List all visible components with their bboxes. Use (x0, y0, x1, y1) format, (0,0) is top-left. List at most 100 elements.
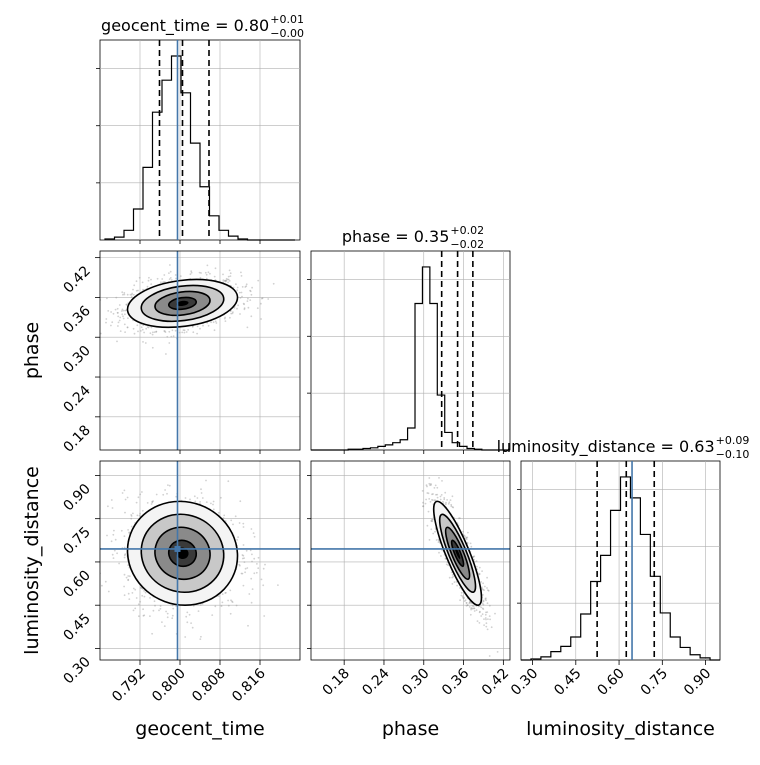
scatter-point (422, 505, 425, 508)
scatter-point (193, 495, 196, 498)
scatter-point (481, 586, 483, 589)
scatter-point (227, 604, 230, 607)
scatter-point (435, 493, 437, 496)
scatter-point (125, 303, 128, 306)
hist-panel-phase: phase = 0.35 +0.02−0.02 (307, 224, 511, 451)
scatter-point (456, 584, 458, 587)
scatter-point (213, 329, 216, 332)
scatter-point (447, 502, 450, 505)
x-tick-label: 0.30 (508, 666, 541, 699)
scatter-point (135, 597, 138, 599)
scatter-point (264, 563, 266, 566)
scatter-point (132, 288, 134, 291)
scatter-point (427, 492, 430, 495)
scatter-point (132, 587, 135, 590)
scatter-point (141, 491, 143, 493)
contour-line (126, 278, 239, 329)
scatter-point (236, 289, 239, 292)
y-axis-luminosity_distance: 0.30 0.45 0.60 0.75 0.90 luminosity_distance (21, 466, 311, 687)
y-tick-label: 0.60 (60, 567, 93, 600)
scatter-point (439, 498, 442, 501)
scatter-point (466, 604, 469, 607)
scatter-point (243, 308, 246, 311)
scatter-point (463, 600, 466, 602)
hist-frame (99, 39, 301, 241)
scatter-point (187, 329, 190, 331)
scatter-point (160, 281, 162, 284)
scatter-point (485, 622, 488, 625)
scatter-point (468, 601, 471, 603)
scatter-point (127, 579, 130, 582)
scatter-point (222, 273, 224, 276)
y-tick-label: 0.18 (60, 422, 93, 455)
scatter-point (451, 574, 454, 576)
scatter-point (272, 282, 275, 285)
scatter-point (473, 607, 475, 610)
scatter-point (123, 556, 126, 559)
scatter-point (178, 331, 181, 334)
scatter-point (123, 594, 126, 597)
scatter-point (236, 307, 238, 310)
scatter-point (171, 617, 174, 620)
scatter-point (425, 498, 427, 501)
scatter-point (130, 515, 133, 517)
scatter-point (461, 595, 464, 598)
scatter-point (250, 601, 253, 604)
scatter-point (144, 591, 147, 594)
scatter-point (126, 293, 129, 296)
scatter-point (120, 529, 123, 532)
scatter-point (150, 503, 153, 505)
scatter-point (143, 590, 146, 592)
scatter-point (175, 605, 178, 608)
scatter-point (231, 312, 234, 315)
scatter-point (256, 563, 258, 565)
scatter-point (435, 539, 438, 541)
scatter-point (163, 625, 166, 627)
scatter-point (192, 455, 194, 457)
scatter-point (250, 528, 253, 530)
scatter-point (168, 484, 171, 487)
scatter-point (482, 600, 485, 603)
scatter-point (486, 602, 489, 605)
scatter-point (212, 500, 215, 503)
scatter-point (486, 587, 488, 589)
scatter-point (110, 540, 113, 543)
scatter-point (462, 597, 465, 600)
scatter-point (182, 329, 185, 331)
scatter-point (185, 331, 188, 333)
scatter-point (429, 500, 432, 503)
scatter-point (466, 541, 469, 544)
scatter-point (158, 609, 160, 612)
scatter-point (472, 555, 475, 558)
scatter-point (486, 576, 488, 579)
scatter-point (465, 602, 468, 604)
scatter-point (223, 279, 226, 282)
scatter-point (448, 576, 451, 579)
scatter-point (155, 331, 158, 333)
scatter-point (116, 307, 119, 310)
scatter-point (242, 554, 245, 557)
scatter-point (141, 281, 144, 284)
scatter-point (473, 607, 476, 610)
scatter-point (125, 303, 128, 306)
y-tick-label: 0.30 (60, 654, 93, 687)
scatter-point (229, 272, 232, 275)
scatter-point (199, 604, 202, 606)
scatter-panel-geocent_time-luminosity_distance (99, 455, 301, 661)
scatter-panel-geocent_time-phase (99, 250, 301, 451)
hist-title-plus: +0.02 (450, 224, 484, 237)
scatter-point (464, 599, 467, 602)
scatter-point (484, 617, 487, 619)
y-tick-label: 0.45 (60, 611, 93, 644)
scatter-point (482, 582, 484, 585)
scatter-point (487, 589, 490, 592)
truth-marker (174, 545, 181, 552)
scatter-point (153, 600, 156, 603)
hist-title-minus: −0.10 (716, 448, 750, 461)
scatter-point (451, 495, 454, 498)
scatter-point (106, 534, 108, 537)
scatter-point (134, 607, 137, 610)
hist-title-geocent_time: geocent_time = 0.80 +0.01−0.00 (101, 13, 304, 40)
scatter-point (154, 604, 156, 607)
scatter-point (215, 322, 218, 324)
